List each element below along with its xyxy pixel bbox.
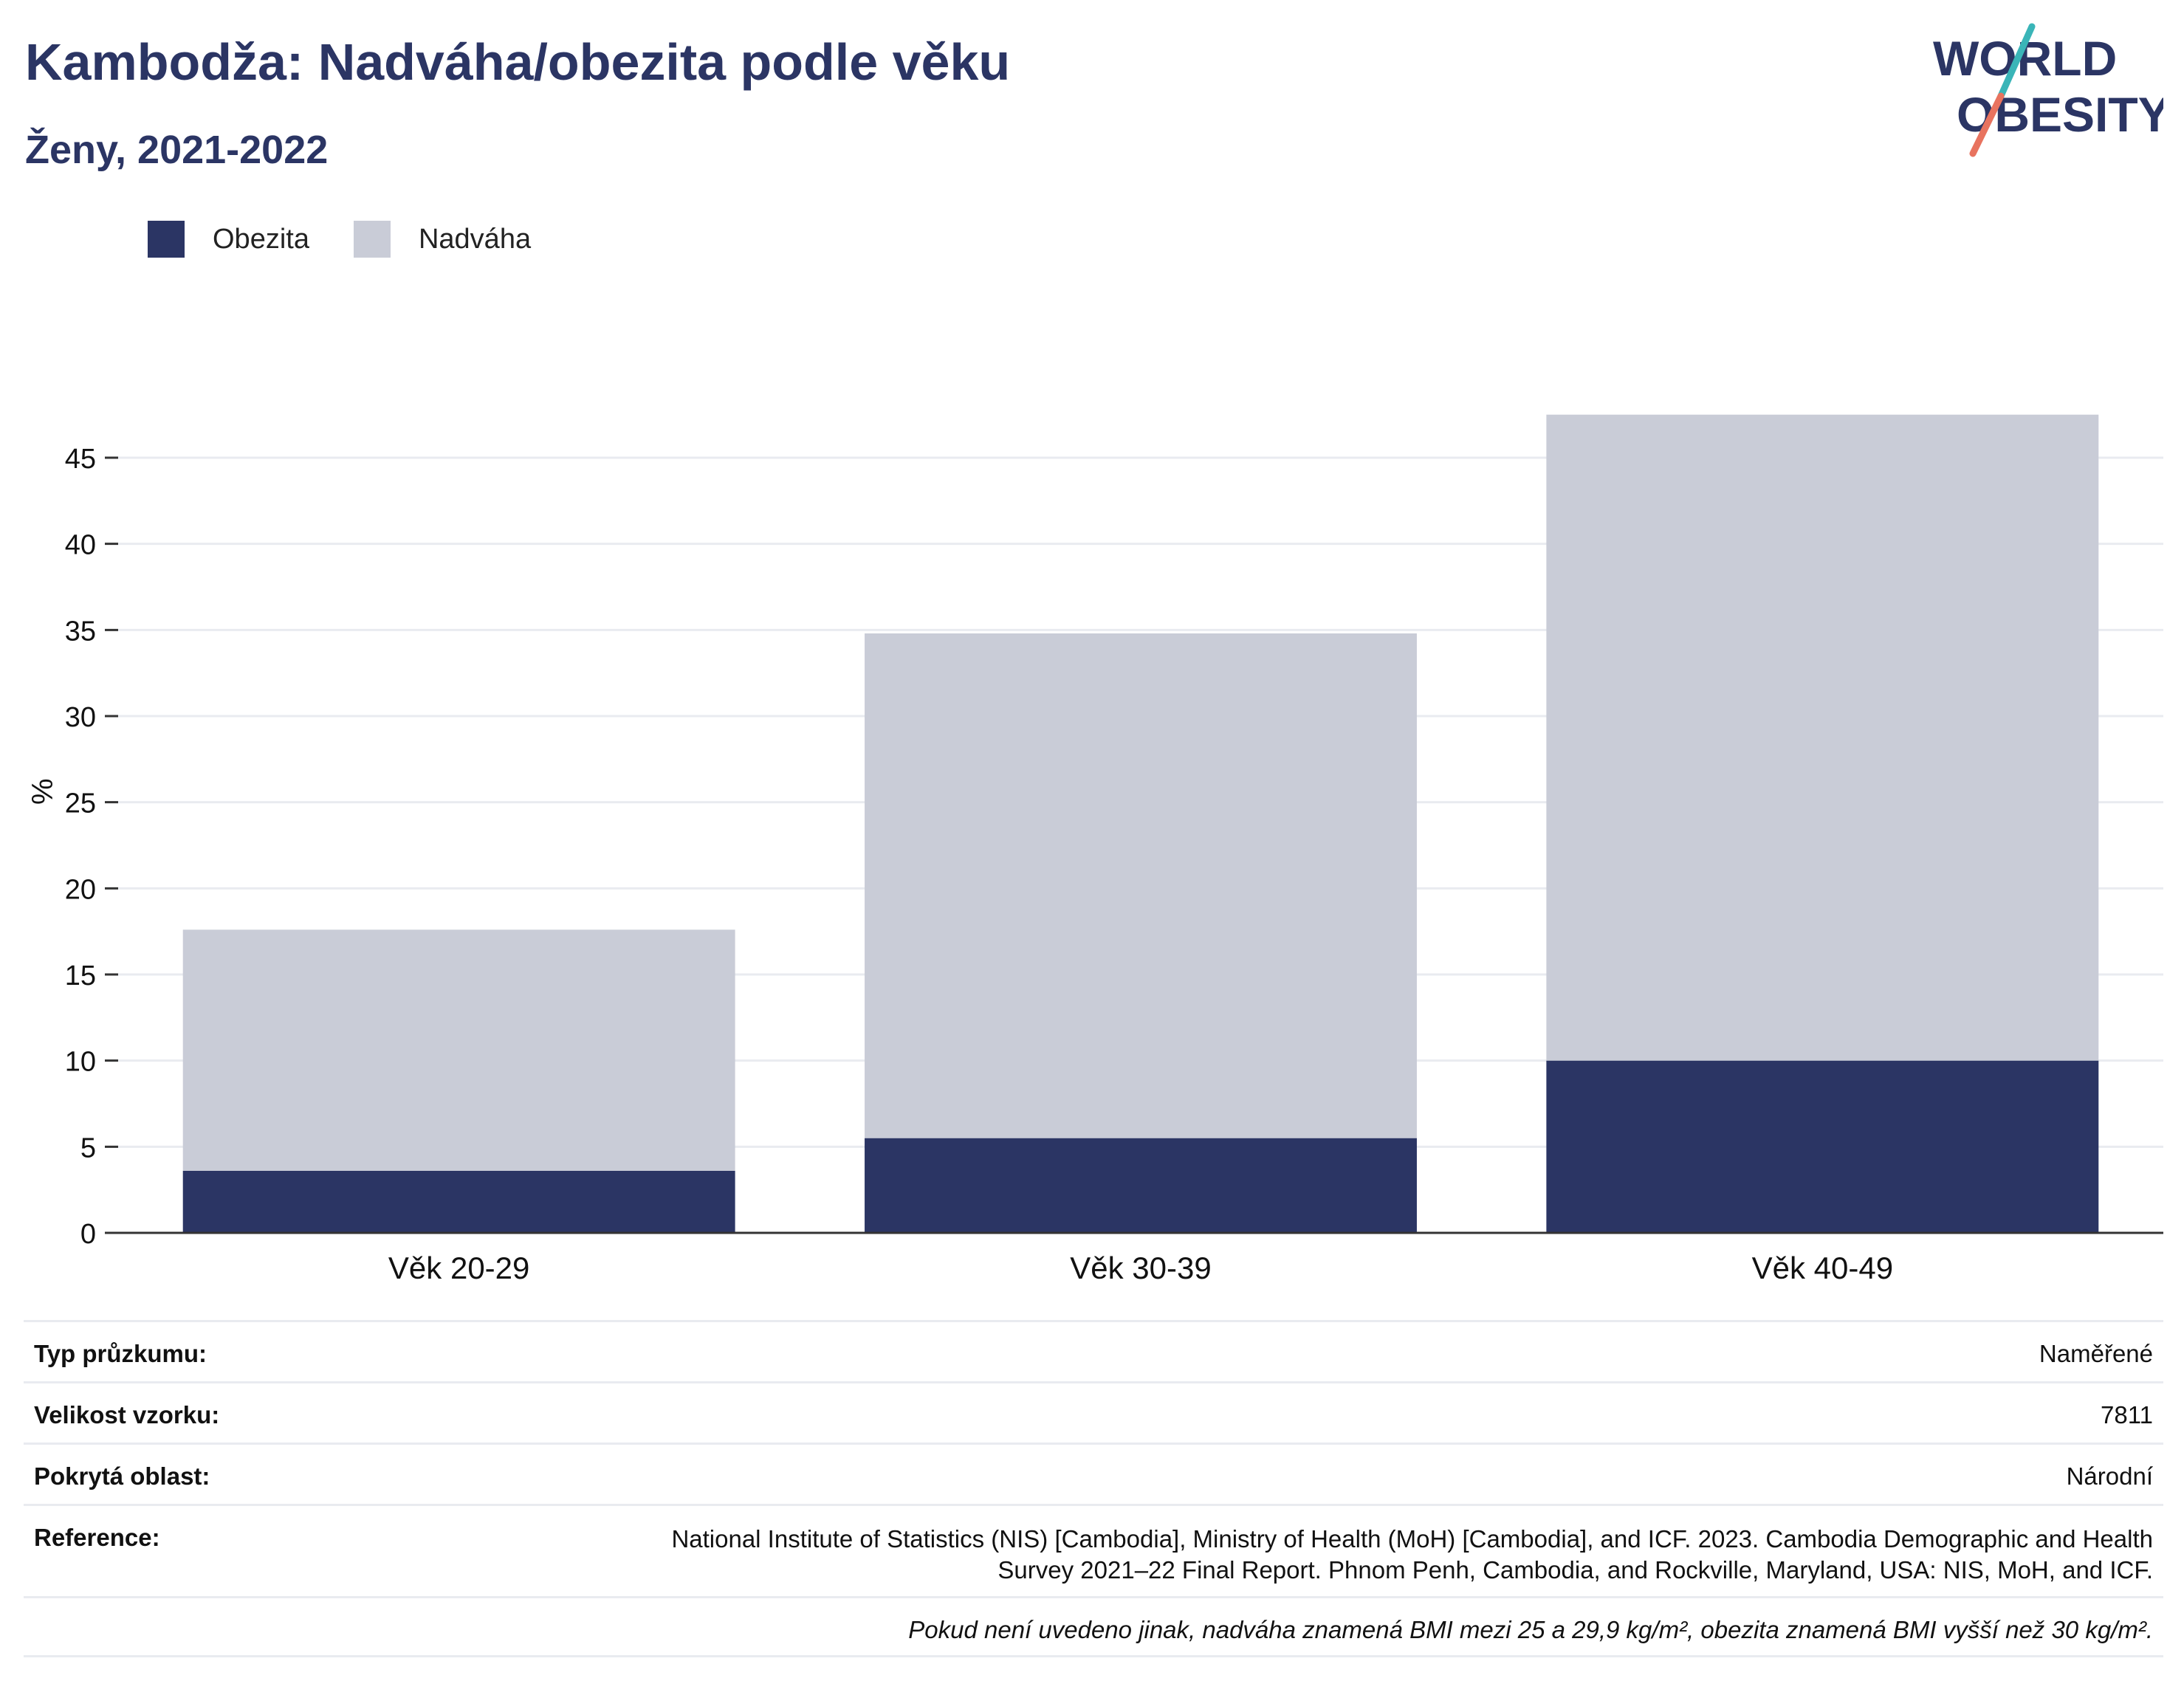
- bar-obezita-2: [865, 1138, 1417, 1233]
- legend-item-nadvaha[interactable]: Nadváha: [353, 221, 532, 258]
- info-table: Typ průzkumu: Naměřené Velikost vzorku: …: [24, 1320, 2163, 1657]
- legend-item-obezita[interactable]: Obezita: [148, 221, 309, 258]
- y-tick-label-30: 30: [65, 702, 96, 733]
- definition-note: Pokud není uvedeno jinak, nadváha znamen…: [908, 1616, 2153, 1643]
- logo-slash-teal: [1997, 23, 2036, 100]
- survey-type-value: Naměřené: [2039, 1340, 2153, 1367]
- bar-nadváha-1: [182, 929, 735, 1171]
- info-row-survey-type: Typ průzkumu: Naměřené: [24, 1320, 2163, 1381]
- coverage-label: Pokrytá oblast:: [34, 1462, 210, 1490]
- legend-label-nadvaha: Nadváha: [418, 223, 532, 255]
- coverage-value: Národní: [2066, 1462, 2153, 1490]
- logo-text-obesity: OBESITY: [1957, 87, 2163, 142]
- y-tick-label-45: 45: [65, 444, 96, 475]
- info-row-sample-size: Velikost vzorku: 7811: [24, 1381, 2163, 1443]
- info-row-reference: Reference: National Institute of Statist…: [24, 1504, 2163, 1596]
- y-tick-label-10: 10: [65, 1047, 96, 1078]
- legend: Obezita Nadváha: [148, 220, 575, 258]
- bar-obezita-1: [182, 1171, 735, 1233]
- sample-size-value: 7811: [2101, 1401, 2153, 1428]
- chart-title: Kambodža: Nadváha/obezita podle věku: [25, 33, 1011, 91]
- logo-slash-coral: [1969, 92, 2005, 157]
- chart-subtitle: Ženy, 2021-2022: [25, 128, 329, 172]
- x-tick-label-1: Věk 20-29: [388, 1251, 529, 1285]
- bar-nadváha-2: [865, 633, 1417, 1138]
- survey-type-label: Typ průzkumu:: [34, 1340, 207, 1367]
- legend-swatch-obezita: [148, 221, 185, 258]
- info-row-note: Pokud není uvedeno jinak, nadváha znamen…: [24, 1596, 2163, 1657]
- bar-obezita-3: [1546, 1060, 2099, 1233]
- world-obesity-logo: WORLD OBESITY: [1933, 23, 2163, 157]
- stacked-bar-chart: 0 5 10 15 20 25 30 35 40 45 Věk 20-29 Věk 30-39 Věk …: [65, 414, 2163, 1285]
- y-tick-label-5: 5: [80, 1132, 96, 1163]
- y-tick-label-20: 20: [65, 874, 96, 905]
- y-tick-label-0: 0: [80, 1219, 96, 1250]
- y-tick-label-25: 25: [65, 788, 96, 819]
- x-tick-label-2: Věk 30-39: [1070, 1251, 1211, 1285]
- legend-swatch-nadvaha: [353, 221, 391, 258]
- legend-label-obezita: Obezita: [213, 223, 309, 255]
- reference-value: National Institute of Statistics (NIS) […: [671, 1525, 2153, 1584]
- y-tick-label-35: 35: [65, 616, 96, 647]
- y-tick-label-15: 15: [65, 960, 96, 991]
- sample-size-label: Velikost vzorku:: [34, 1401, 220, 1428]
- info-row-coverage: Pokrytá oblast: Národní: [24, 1443, 2163, 1504]
- x-tick-label-3: Věk 40-49: [1752, 1251, 1893, 1285]
- reference-label: Reference:: [34, 1524, 160, 1551]
- bar-nadváha-3: [1546, 414, 2099, 1061]
- y-tick-label-40: 40: [65, 530, 96, 561]
